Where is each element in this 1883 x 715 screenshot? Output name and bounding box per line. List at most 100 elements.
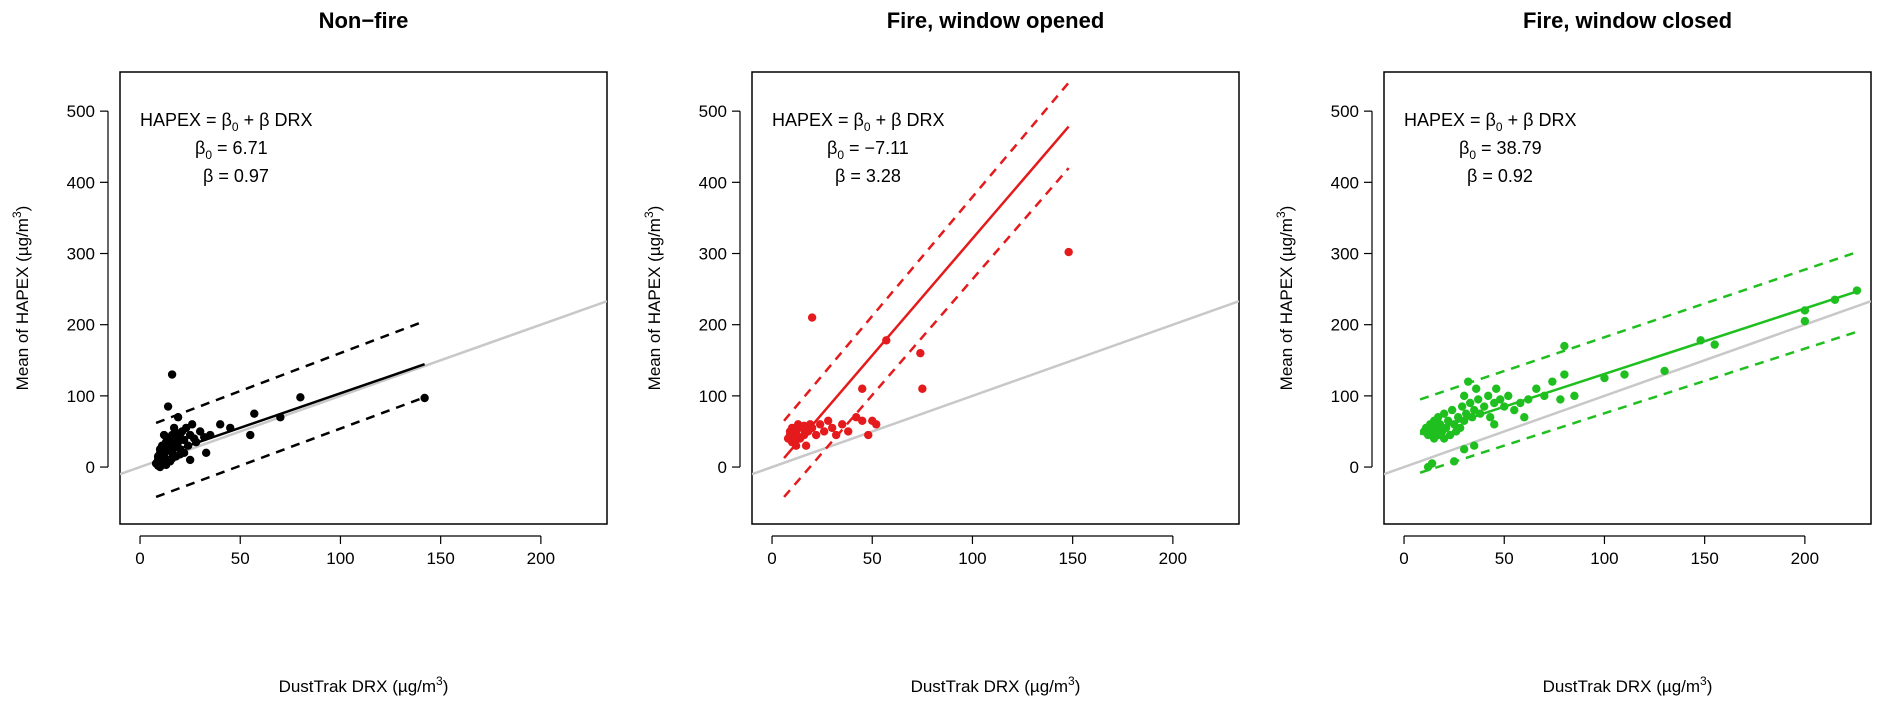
equation-slope: β = 0.97 — [203, 166, 269, 186]
y-tick-label: 0 — [718, 458, 727, 477]
data-point — [159, 430, 169, 440]
y-tick-label: 300 — [1331, 245, 1359, 264]
x-tick-label: 150 — [1690, 549, 1718, 568]
fit-line — [155, 363, 426, 458]
y-axis-label-end: ) — [13, 206, 32, 212]
data-point — [1800, 316, 1810, 326]
equation-model-end: + β DRX — [871, 110, 945, 130]
x-axis-label-sup: 3 — [436, 674, 443, 688]
y-axis-label-end: ) — [645, 206, 664, 212]
bound-upper — [1419, 250, 1858, 401]
data-point — [1427, 459, 1437, 468]
data-point — [843, 427, 853, 436]
data-point — [1510, 405, 1519, 415]
x-tick-label: 150 — [426, 549, 454, 568]
equation-intercept-label: β — [1459, 138, 1469, 158]
x-tick-label: 0 — [767, 549, 776, 568]
data-point — [216, 420, 225, 429]
equation-intercept-label: β — [827, 138, 837, 158]
y-axis-label-main: Mean of HAPEX (µg/m — [645, 218, 664, 390]
data-point — [1471, 384, 1481, 393]
identity-line — [752, 300, 1239, 476]
bound-upper — [783, 81, 1070, 422]
data-point — [187, 420, 197, 429]
y-tick-label: 500 — [67, 102, 95, 121]
x-tick-label: 100 — [326, 549, 354, 568]
data-point — [1600, 373, 1609, 383]
equation-intercept-value: = −7.11 — [844, 138, 909, 158]
equation-model-sub: 0 — [1496, 120, 1503, 134]
data-point — [1496, 395, 1505, 404]
data-point — [1484, 391, 1493, 401]
data-point — [1465, 398, 1475, 408]
y-tick-label: 100 — [699, 387, 727, 406]
data-point — [1455, 423, 1465, 433]
x-tick-label: 150 — [1058, 549, 1086, 568]
y-tick-label: 200 — [1331, 316, 1359, 335]
data-point — [872, 420, 881, 429]
chart-title: Fire, window opened — [887, 8, 1105, 33]
equation-intercept: β0 = 6.71 — [195, 138, 268, 162]
x-axis-label: DustTrak DRX (µg/m3) — [1543, 674, 1713, 696]
equation-model-text: HAPEX = β — [772, 110, 864, 130]
data-point — [1473, 395, 1483, 404]
fit-line — [783, 125, 1070, 459]
equation-intercept-label: β — [195, 138, 205, 158]
y-tick-label: 300 — [699, 245, 727, 264]
x-axis-label-end: ) — [1075, 677, 1081, 696]
equation-model-text: HAPEX = β — [140, 110, 232, 130]
y-tick-label: 300 — [67, 245, 95, 264]
equation-intercept-sub: 0 — [837, 148, 844, 162]
x-axis-label-sup: 3 — [1068, 674, 1075, 688]
data-point — [811, 430, 821, 440]
data-point — [169, 423, 179, 433]
data-point — [827, 423, 837, 433]
data-point — [1710, 340, 1719, 349]
x-tick-label: 100 — [1590, 549, 1618, 568]
data-point — [801, 441, 811, 450]
y-axis-label-main: Mean of HAPEX (µg/m — [13, 218, 32, 390]
data-point — [1439, 409, 1449, 418]
data-point — [1660, 366, 1669, 376]
x-tick-label: 200 — [1791, 549, 1819, 568]
y-axis-label-sup: 3 — [10, 211, 24, 218]
data-point — [1548, 377, 1557, 386]
data-point — [1620, 370, 1629, 379]
x-axis-label-main: DustTrak DRX (µg/m — [911, 677, 1068, 696]
equation-model: HAPEX = β0 + β DRX — [1404, 110, 1576, 134]
data-point — [1520, 413, 1529, 422]
data-point — [837, 420, 847, 429]
data-point — [246, 430, 255, 440]
x-tick-label: 0 — [135, 549, 144, 568]
plot-frame — [1383, 71, 1872, 525]
y-axis-label-main: Mean of HAPEX (µg/m — [1277, 218, 1296, 390]
y-tick-label: 500 — [1331, 102, 1359, 121]
data-point — [1459, 391, 1469, 401]
y-axis-label-end: ) — [1277, 206, 1296, 212]
x-axis-label-main: DustTrak DRX (µg/m — [279, 677, 436, 696]
chart-title: Non−fire — [319, 8, 409, 33]
data-point — [1457, 402, 1467, 411]
data-point — [1459, 445, 1469, 454]
data-point — [185, 455, 195, 465]
data-point — [799, 421, 809, 430]
data-point — [864, 430, 873, 440]
data-point — [1556, 395, 1565, 404]
equation-intercept-value: = 38.79 — [1476, 138, 1542, 158]
points — [1419, 286, 1862, 472]
equation-model-end: + β DRX — [1503, 110, 1577, 130]
data-point — [179, 448, 189, 458]
x-axis-label: DustTrak DRX (µg/m3) — [279, 674, 449, 696]
bound-upper — [155, 319, 426, 425]
x-axis-label-sup: 3 — [1700, 674, 1707, 688]
plot-frame — [751, 71, 1240, 525]
data-point — [1560, 341, 1569, 351]
x-axis-label: DustTrak DRX (µg/m3) — [911, 674, 1081, 696]
data-point — [858, 384, 867, 393]
equation-model: HAPEX = β0 + β DRX — [772, 110, 944, 134]
x-tick-label: 200 — [1159, 549, 1187, 568]
data-point — [1447, 405, 1457, 415]
